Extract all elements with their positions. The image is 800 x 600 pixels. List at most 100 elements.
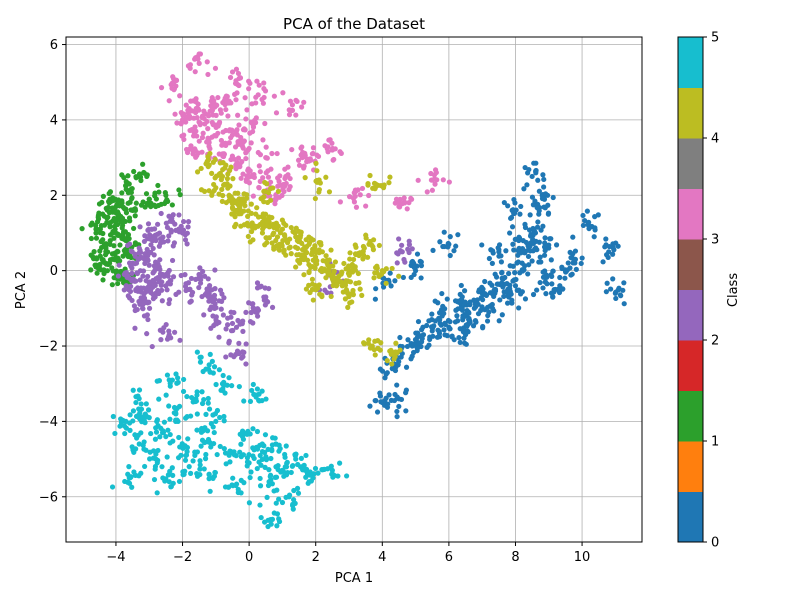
- data-point-class-5: [319, 466, 325, 473]
- data-point-class-2: [172, 329, 178, 335]
- data-point-class-0: [584, 208, 590, 214]
- data-point-class-5: [134, 435, 140, 441]
- data-point-class-3: [260, 100, 266, 106]
- data-point-class-5: [268, 521, 274, 527]
- data-point-class-5: [212, 411, 219, 417]
- data-point-class-1: [92, 222, 99, 229]
- data-point-class-5: [261, 519, 268, 525]
- data-point-class-2: [201, 312, 207, 318]
- data-point-class-2: [243, 309, 249, 315]
- data-point-class-1: [93, 230, 99, 236]
- data-point-class-3: [256, 184, 262, 191]
- data-point-class-5: [211, 364, 218, 370]
- data-point-class-4: [378, 340, 384, 346]
- data-point-class-5: [335, 473, 341, 479]
- data-point-class-4: [241, 191, 247, 197]
- colorbar-band: [678, 390, 703, 442]
- data-point-class-5: [270, 435, 276, 441]
- data-point-class-4: [206, 188, 212, 194]
- data-point-class-4: [326, 189, 333, 195]
- data-point-class-3: [406, 200, 412, 206]
- data-point-class-2: [127, 241, 133, 247]
- data-point-class-4: [341, 260, 347, 267]
- data-point-class-3: [250, 172, 256, 178]
- data-point-class-0: [505, 203, 511, 209]
- data-point-class-0: [595, 212, 601, 218]
- data-point-class-4: [301, 256, 307, 263]
- data-point-class-0: [621, 280, 627, 286]
- data-point-class-3: [239, 159, 245, 165]
- data-point-class-3: [172, 111, 178, 117]
- data-point-class-2: [152, 264, 158, 270]
- data-point-class-4: [244, 195, 250, 201]
- x-tick-label: 8: [511, 550, 519, 565]
- data-point-class-2: [158, 337, 164, 343]
- data-point-class-4: [328, 293, 334, 300]
- data-point-class-5: [312, 465, 319, 472]
- data-point-class-5: [154, 490, 160, 496]
- data-point-class-5: [197, 462, 203, 468]
- data-point-class-1: [95, 266, 102, 272]
- data-point-class-3: [211, 98, 217, 104]
- data-point-class-3: [181, 136, 187, 143]
- data-point-class-2: [213, 314, 219, 320]
- data-point-class-5: [274, 487, 280, 493]
- data-point-class-0: [548, 257, 554, 263]
- data-point-class-0: [610, 276, 616, 282]
- data-point-class-5: [194, 392, 200, 398]
- data-point-class-5: [303, 466, 310, 472]
- data-point-class-1: [176, 187, 182, 193]
- data-point-class-4: [241, 208, 247, 214]
- data-point-class-2: [223, 326, 229, 332]
- colorbar-tick-label: 4: [711, 132, 719, 147]
- data-point-class-5: [203, 451, 209, 458]
- data-point-class-1: [88, 267, 94, 273]
- data-point-class-3: [201, 115, 207, 122]
- data-point-class-0: [542, 235, 548, 241]
- data-point-class-4: [228, 194, 234, 200]
- data-point-class-2: [166, 328, 172, 334]
- data-point-class-2: [142, 251, 148, 257]
- data-point-class-4: [388, 347, 394, 353]
- data-point-class-4: [347, 279, 354, 285]
- data-point-class-0: [463, 322, 469, 328]
- data-point-class-5: [110, 413, 116, 420]
- data-point-class-4: [349, 299, 355, 305]
- data-point-class-4: [264, 223, 270, 229]
- data-point-class-0: [378, 399, 384, 405]
- data-point-class-2: [146, 262, 152, 268]
- data-point-class-5: [126, 480, 133, 486]
- data-point-class-5: [209, 358, 215, 365]
- data-point-class-2: [163, 220, 169, 226]
- data-point-class-4: [269, 214, 275, 221]
- data-point-class-4: [250, 237, 256, 243]
- data-point-class-2: [140, 268, 147, 274]
- data-point-class-3: [233, 66, 240, 72]
- data-point-class-3: [250, 124, 257, 130]
- data-point-class-4: [230, 176, 236, 182]
- data-point-class-5: [171, 404, 178, 411]
- data-point-class-3: [169, 80, 175, 86]
- data-point-class-2: [402, 259, 408, 265]
- colorbar-tick-label: 0: [711, 536, 719, 551]
- data-point-class-2: [220, 312, 226, 318]
- data-point-class-0: [420, 332, 427, 338]
- data-point-class-5: [238, 477, 244, 483]
- data-point-class-4: [323, 253, 329, 259]
- data-point-class-3: [294, 98, 300, 105]
- data-point-class-4: [270, 185, 276, 191]
- data-point-class-0: [551, 287, 557, 293]
- data-point-class-1: [142, 204, 148, 210]
- data-point-class-1: [131, 168, 137, 175]
- data-point-class-4: [296, 228, 302, 235]
- data-point-class-0: [441, 229, 447, 235]
- data-point-class-3: [210, 102, 216, 108]
- data-point-class-4: [352, 264, 358, 270]
- data-point-class-0: [411, 264, 417, 270]
- data-point-class-5: [175, 455, 182, 461]
- data-point-class-3: [299, 104, 305, 110]
- data-point-class-0: [490, 305, 496, 312]
- data-point-class-0: [530, 248, 536, 254]
- y-axis-label: PCA 2: [14, 271, 29, 309]
- data-point-class-3: [429, 187, 435, 193]
